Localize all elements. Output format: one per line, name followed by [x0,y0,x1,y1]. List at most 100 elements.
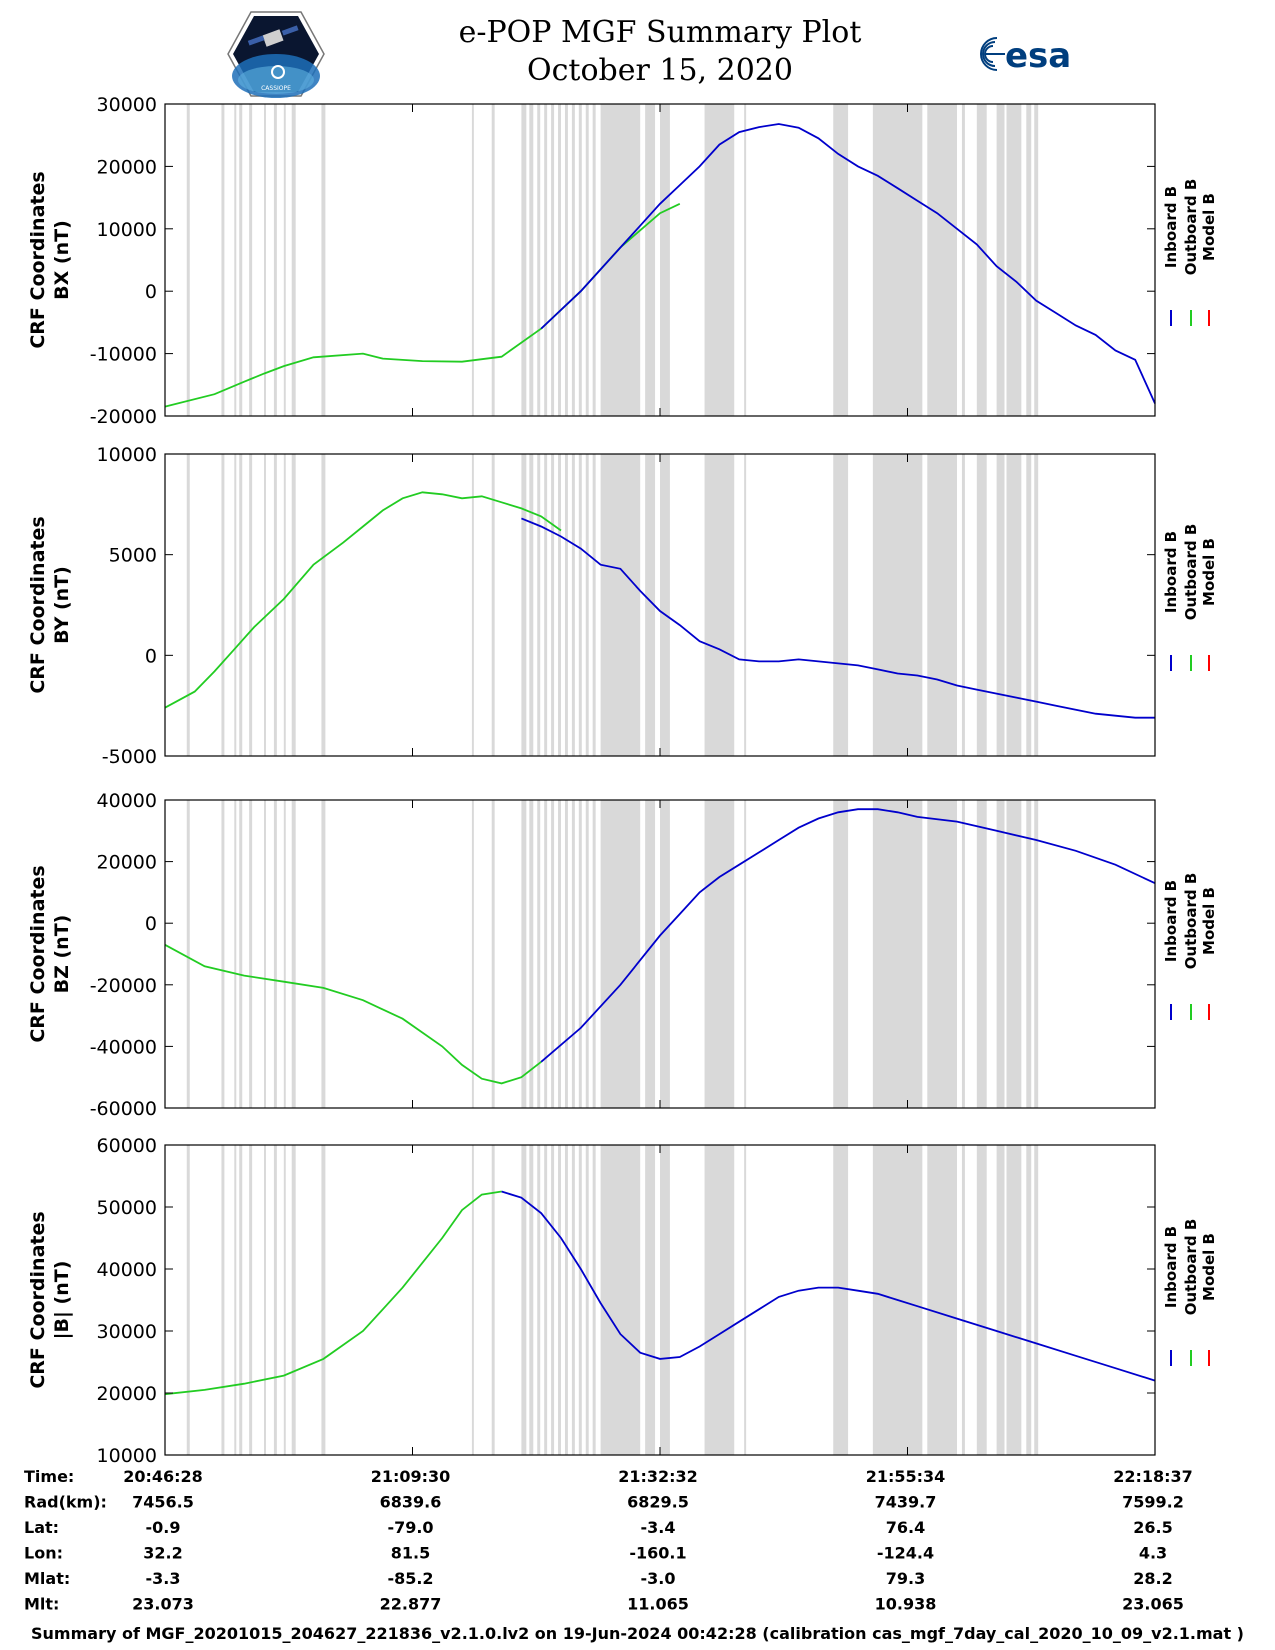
eclipse-shading-band [471,800,474,1108]
y-axis-label: CRF Coordinates [27,171,49,348]
eclipse-shading-band [491,1145,495,1455]
eclipse-shading-band [264,1145,266,1455]
orbit-row-value: 22:18:37 [1113,1467,1193,1486]
eclipse-shading-band [239,1145,243,1455]
y-tick-label: -5000 [102,746,157,768]
eclipse-shading-band [927,1145,957,1455]
eclipse-shading-band [1034,800,1039,1108]
orbit-row-value: 79.3 [886,1569,925,1588]
orbit-row-label: Lon: [24,1544,63,1563]
eclipse-shading-band [592,104,596,416]
eclipse-shading-band [186,1145,190,1455]
eclipse-shading-band [221,1145,225,1455]
eclipse-shading-band [564,800,568,1108]
eclipse-shading-band [551,104,555,416]
series-line-outboard-b [164,1190,502,1396]
eclipse-shading-band [585,1145,589,1455]
eclipse-shading-band [264,800,266,1108]
eclipse-shading-band [585,454,589,756]
eclipse-shading-band [239,454,243,756]
y-tick-label: 20000 [97,852,157,874]
eclipse-shading-band [660,454,670,756]
eclipse-shading-band [660,104,670,416]
y-tick-label: 30000 [97,94,157,116]
eclipse-shading-band [537,800,541,1108]
legend-entry: Outboard B [1182,179,1200,276]
eclipse-shading-band [1026,800,1032,1108]
eclipse-shading-band [571,1145,575,1455]
eclipse-shading-band [537,1145,541,1455]
eclipse-shading-band [600,800,641,1108]
orbit-row-value: 22.877 [380,1595,442,1614]
eclipse-shading-band [186,454,190,756]
orbit-row-value: -3.3 [146,1569,181,1588]
eclipse-shading-band [321,454,326,756]
eclipse-shading-band [234,104,237,416]
eclipse-shading-band [264,454,266,756]
orbit-row-value: 81.5 [391,1544,430,1563]
legend-entry: Outboard B [1182,1219,1200,1316]
eclipse-shading-band [283,1145,286,1455]
y-axis-label: |B| (nT) [51,1261,73,1340]
eclipse-shading-band [1006,800,1022,1108]
legend-entry: Model B [1200,193,1218,261]
eclipse-shading-band [471,104,474,416]
y-tick-label: 10000 [97,219,157,241]
eclipse-shading-band [600,1145,641,1455]
eclipse-shading-band [996,800,1005,1108]
esa-logo: esa [980,36,1071,76]
y-axis-label: CRF Coordinates [27,1211,49,1388]
eclipse-shading-band [249,454,253,756]
eclipse-shading-band [558,454,561,756]
eclipse-shading-band [273,104,277,416]
eclipse-shading-band [976,454,987,756]
series-line-inboard-b [540,123,1156,404]
orbit-row-value: 21:09:30 [371,1467,451,1486]
eclipse-shading-band [186,104,190,416]
eclipse-shading-band [558,104,561,416]
cassiope-logo: CASSIOPE [227,11,325,98]
eclipse-shading-band [283,454,286,756]
orbit-row-label: Mlat: [24,1569,70,1588]
y-tick-label: 5000 [109,545,157,567]
eclipse-shading-band [186,800,190,1108]
eclipse-shading-band [249,1145,253,1455]
y-axis-label: CRF Coordinates [27,865,49,1042]
eclipse-shading-band [1034,1145,1039,1455]
plot-date: October 15, 2020 [527,53,793,88]
eclipse-shading-band [551,1145,555,1455]
eclipse-shading-band [544,104,548,416]
eclipse-shading-band [234,1145,237,1455]
eclipse-shading-band [833,1145,849,1455]
eclipse-shading-band [961,1145,965,1455]
orbit-row-value: -3.4 [641,1518,676,1537]
eclipse-shading-band [645,104,656,416]
eclipse-shading-band [537,104,541,416]
eclipse-shading-band [833,800,849,1108]
eclipse-shading-band [491,104,495,416]
eclipse-shading-band [704,1145,735,1455]
eclipse-shading-band [558,800,561,1108]
eclipse-shading-band [585,104,589,416]
eclipse-shading-band [927,104,957,416]
eclipse-shading-band [744,800,747,1108]
eclipse-shading-band [996,454,1005,756]
orbit-row-label: Mlt: [24,1595,59,1614]
eclipse-shading-band [592,1145,596,1455]
eclipse-shading-band [529,104,534,416]
eclipse-shading-band [291,800,296,1108]
eclipse-shading-band [592,800,596,1108]
orbit-row-value: 7439.7 [875,1493,937,1512]
eclipse-shading-band [521,1145,527,1455]
orbit-row-value: 26.5 [1133,1518,1172,1537]
orbit-row-value: -3.0 [641,1569,676,1588]
y-tick-label: 10000 [97,444,157,466]
eclipse-shading-band [321,800,326,1108]
eclipse-shading-band [585,800,589,1108]
y-tick-label: 60000 [97,1135,157,1157]
eclipse-shading-band [1034,104,1039,416]
eclipse-shading-band [283,104,286,416]
orbit-row-value: 23.073 [132,1595,194,1614]
y-tick-label: 0 [145,913,157,935]
eclipse-shading-band [578,454,582,756]
